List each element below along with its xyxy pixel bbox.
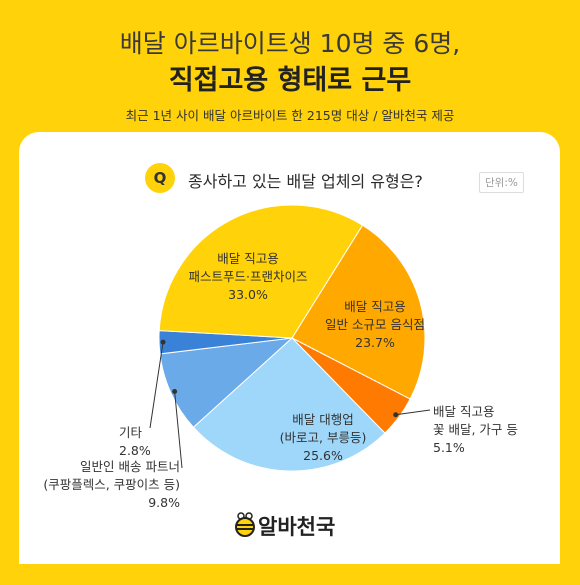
other-leader-dot	[160, 339, 166, 345]
question-marker: Q	[145, 163, 175, 193]
pie-slice-fastfood	[158, 204, 364, 339]
slice-label-agency-line1: 배달 대행업	[292, 412, 354, 427]
slice-label-restaurant: 배달 직고용 일반 소규모 음식점 23.7%	[300, 298, 450, 352]
slice-label-fastfood-line2: 패스트푸드·프랜차이즈	[188, 269, 308, 284]
slice-label-flower-line1: 배달 직고용	[433, 404, 495, 419]
slice-value-flower: 5.1%	[433, 440, 465, 455]
slice-label-partner-line1: 일반인 배송 파트너	[80, 459, 180, 474]
slice-label-partner: 일반인 배송 파트너 (쿠팡플렉스, 쿠팡이츠 등) 9.8%	[32, 458, 180, 512]
subtitle: 최근 1년 사이 배달 아르바이트 한 215명 대상 / 알바천국 제공	[125, 108, 455, 123]
question-text: 종사하고 있는 배달 업체의 유형은?	[188, 172, 423, 191]
other-leader-line	[149, 342, 164, 429]
slice-label-fastfood: 배달 직고용 패스트푸드·프랜차이즈 33.0%	[168, 250, 328, 304]
slice-label-flower-line2: 꽃 배달, 가구 등	[433, 422, 518, 437]
bee-logo-icon	[235, 512, 255, 537]
slice-label-other: 기타 2.8%	[119, 424, 151, 460]
pie-slice-agency	[192, 337, 386, 472]
slice-value-partner: 9.8%	[148, 495, 180, 510]
slice-label-flower: 배달 직고용 꽃 배달, 가구 등 5.1%	[433, 403, 518, 457]
slice-value-agency: 25.6%	[303, 448, 343, 463]
slice-label-partner-line2: (쿠팡플렉스, 쿠팡이츠 등)	[43, 477, 180, 492]
slice-label-agency: 배달 대행업 (바로고, 부릉등) 25.6%	[268, 411, 378, 465]
slice-label-restaurant-line2: 일반 소규모 음식점	[325, 317, 425, 332]
brand-logo-text: 알바천국	[258, 515, 336, 539]
flower-leader-dot	[393, 412, 399, 418]
slice-label-restaurant-line1: 배달 직고용	[344, 299, 406, 314]
partner-leader-line	[174, 391, 183, 469]
title-line1: 배달 아르바이트생 10명 중 6명,	[119, 29, 461, 58]
slice-label-fastfood-line1: 배달 직고용	[217, 251, 279, 266]
slice-label-agency-line2: (바로고, 부릉등)	[279, 430, 367, 445]
slice-label-other-line1: 기타	[119, 425, 143, 440]
pie-slice-restaurant	[291, 224, 426, 400]
flower-leader-line	[395, 409, 431, 416]
partner-leader-dot	[172, 389, 178, 395]
slice-value-fastfood: 33.0%	[228, 287, 268, 302]
slice-value-restaurant: 23.7%	[355, 335, 395, 350]
unit-label: 단위:%	[479, 172, 524, 193]
slice-value-other: 2.8%	[119, 443, 151, 458]
title-line2: 직접고용 형태로 근무	[168, 65, 412, 96]
pie-slice-partner	[159, 337, 294, 428]
